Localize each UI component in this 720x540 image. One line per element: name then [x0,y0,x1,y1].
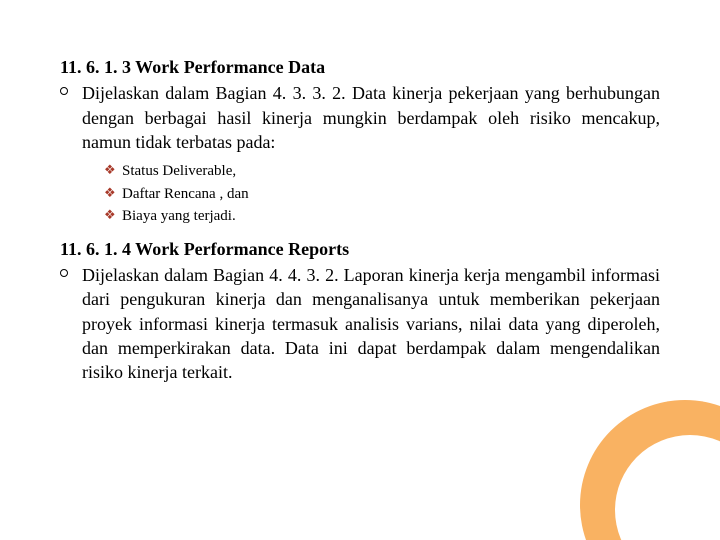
hollow-circle-icon [60,81,82,95]
bullet-text-a: Dijelaskan dalam Bagian 4. 3. 3. 2. Data… [82,81,660,154]
sub-item-text: Biaya yang terjadi. [122,205,660,228]
sub-item: ❖ Biaya yang terjadi. [104,205,660,228]
slide: 11. 6. 1. 3 Work Performance Data Dijela… [0,0,720,540]
sub-item-text: Daftar Rencana , dan [122,183,660,206]
section-heading-b: 11. 6. 1. 4 Work Performance Reports [60,238,660,261]
diamond-icon: ❖ [104,205,122,225]
bullet-item-b: Dijelaskan dalam Bagian 4. 4. 3. 2. Lapo… [60,263,660,384]
bullet-item-a: Dijelaskan dalam Bagian 4. 3. 3. 2. Data… [60,81,660,154]
sub-item-text: Status Deliverable, [122,160,660,183]
section-heading-a: 11. 6. 1. 3 Work Performance Data [60,56,660,79]
bullet-text-b: Dijelaskan dalam Bagian 4. 4. 3. 2. Lapo… [82,263,660,384]
diamond-icon: ❖ [104,183,122,203]
hollow-circle-icon [60,263,82,277]
sub-item: ❖ Daftar Rencana , dan [104,183,660,206]
sub-item: ❖ Status Deliverable, [104,160,660,183]
sub-list-a: ❖ Status Deliverable, ❖ Daftar Rencana ,… [104,160,660,228]
diamond-icon: ❖ [104,160,122,180]
